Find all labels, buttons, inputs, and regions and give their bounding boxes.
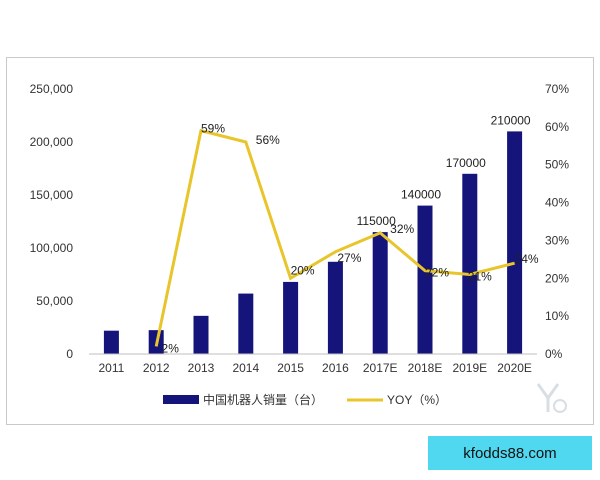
right-axis: 0% 10% 20% 30% 40% 50% 60% 70% xyxy=(545,82,569,361)
bar-data-label: 170000 xyxy=(446,156,486,170)
bar xyxy=(507,131,523,354)
yoy-data-label: 2% xyxy=(162,341,180,355)
watermark-banner: kfodds88.com xyxy=(428,436,592,470)
bar xyxy=(417,205,433,354)
right-tick-label: 30% xyxy=(545,233,569,247)
left-tick-label: 0 xyxy=(66,347,73,361)
x-tick-label: 2019E xyxy=(452,361,487,375)
x-axis: 2011 2012 2013 2014 2015 2016 2017E 2018E 2019E 2… xyxy=(89,353,537,375)
line-series xyxy=(154,128,515,347)
x-tick-label: 2017E xyxy=(363,361,398,375)
bar-data-label: 210000 xyxy=(491,113,531,127)
bar xyxy=(283,281,299,354)
bar xyxy=(238,293,254,354)
right-tick-label: 10% xyxy=(545,309,569,323)
yoy-data-label: 24% xyxy=(515,252,539,266)
data-labels: 2% 59% 56% 20% 27% 32% 22% 21% 24% 115000 140000 17… xyxy=(162,113,539,355)
chart-frame: 0 50,000 100,000 150,000 200,000 250,000 0% 10… xyxy=(6,57,594,425)
left-tick-label: 150,000 xyxy=(30,188,74,202)
legend: 中国机器人销量（台） YOY（%） xyxy=(163,392,447,407)
bar xyxy=(462,173,478,354)
right-tick-label: 20% xyxy=(545,271,569,285)
bar-data-label: 115000 xyxy=(357,214,396,228)
yoy-data-label: 59% xyxy=(201,122,225,136)
x-tick-label: 2011 xyxy=(98,361,124,375)
legend-label-line: YOY（%） xyxy=(387,393,447,407)
legend-swatch-bars xyxy=(163,395,199,404)
yoy-data-label: 56% xyxy=(256,133,280,147)
left-tick-label: 100,000 xyxy=(30,241,74,255)
logo-icon xyxy=(536,383,567,413)
yoy-data-label: 22% xyxy=(425,266,449,280)
yoy-line xyxy=(154,128,515,347)
x-tick-label: 2018E xyxy=(408,361,443,375)
legend-label-bars: 中国机器人销量（台） xyxy=(203,392,323,407)
yoy-data-label: 32% xyxy=(390,222,414,236)
right-tick-label: 40% xyxy=(545,196,569,210)
yoy-data-label: 20% xyxy=(291,263,315,277)
left-tick-label: 250,000 xyxy=(30,82,74,96)
x-tick-label: 2013 xyxy=(188,361,215,375)
right-tick-label: 50% xyxy=(545,158,569,172)
bar xyxy=(327,261,343,354)
left-axis: 0 50,000 100,000 150,000 200,000 250,000 xyxy=(30,82,74,361)
right-tick-label: 0% xyxy=(545,347,563,361)
right-tick-label: 60% xyxy=(545,120,569,134)
right-tick-label: 70% xyxy=(545,82,569,96)
x-tick-label: 2012 xyxy=(143,361,170,375)
bar xyxy=(372,232,388,354)
x-tick-label: 2020E xyxy=(497,361,532,375)
yoy-data-label: 27% xyxy=(337,251,361,265)
bar-data-label: 140000 xyxy=(401,188,441,202)
bar xyxy=(103,330,119,354)
left-tick-label: 200,000 xyxy=(30,135,74,149)
bar-series xyxy=(103,131,523,354)
combo-chart: 0 50,000 100,000 150,000 200,000 250,000 0% 10… xyxy=(30,82,570,407)
x-tick-label: 2015 xyxy=(277,361,304,375)
watermark-text: kfodds88.com xyxy=(463,444,557,462)
left-tick-label: 50,000 xyxy=(36,294,73,308)
yoy-data-label: 21% xyxy=(468,270,492,284)
x-tick-label: 2014 xyxy=(232,361,259,375)
x-tick-label: 2016 xyxy=(322,361,349,375)
bar xyxy=(193,315,209,354)
